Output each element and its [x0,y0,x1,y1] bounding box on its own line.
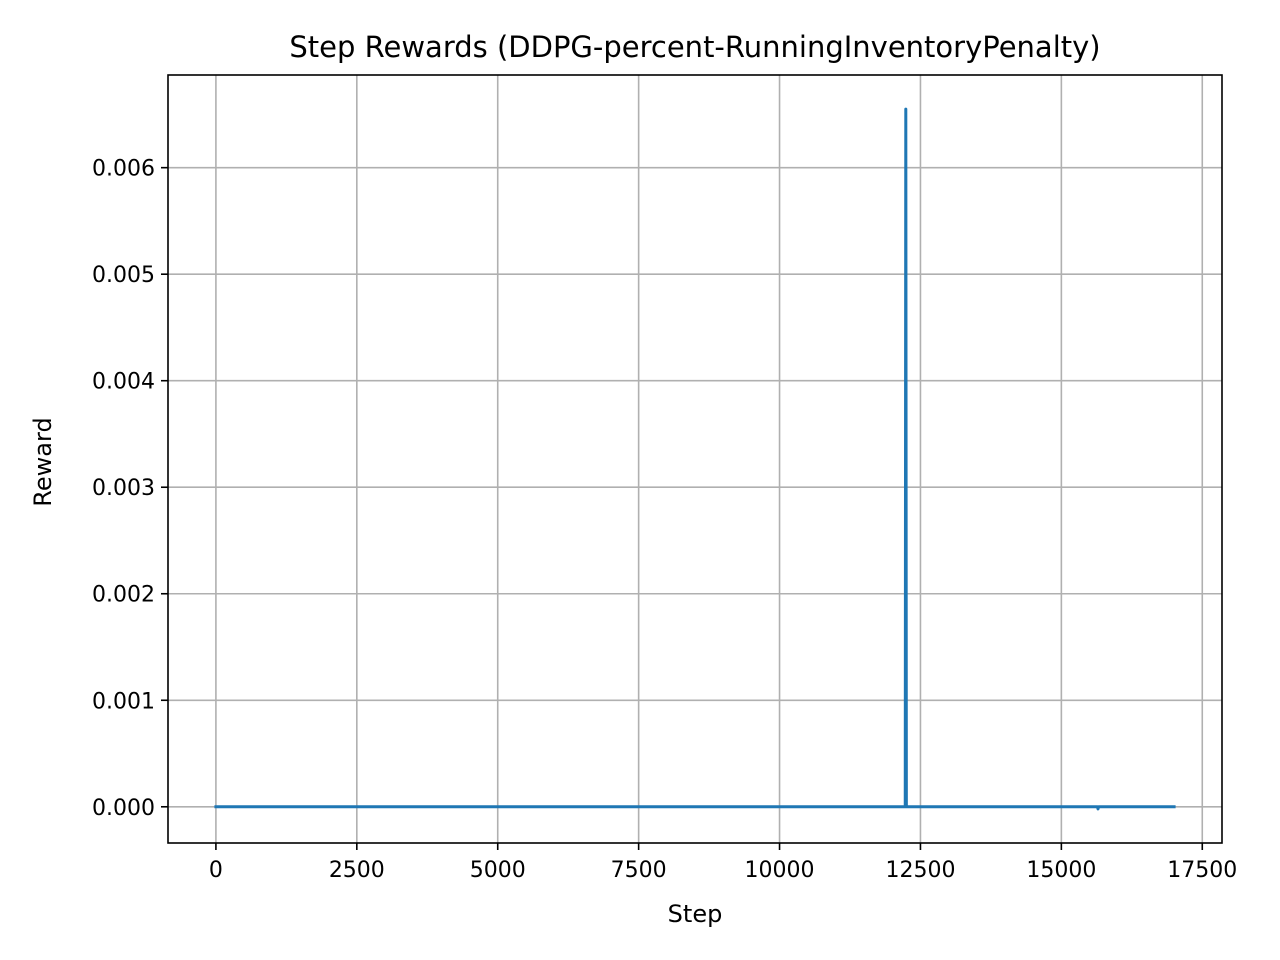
x-tick-label: 15000 [1026,858,1096,883]
plot-area-frame [167,74,1223,844]
x-tick-label: 12500 [885,858,955,883]
y-tick-label: 0.003 [92,476,155,501]
y-tick-label: 0.006 [92,157,155,182]
x-tick-label: 17500 [1167,858,1237,883]
y-tick-label: 0.000 [92,796,155,821]
grid [168,75,1222,843]
x-tick-label: 0 [209,858,223,883]
y-tick-label: 0.002 [92,583,155,608]
x-tick-label: 5000 [470,858,526,883]
ticks: 0 2500 5000 7500 10000 12500 15000 17500 0.000 0.… [92,157,1237,883]
chart-title: Step Rewards (DDPG-percent-RunningInvent… [289,30,1100,64]
y-axis-label: Reward [29,417,57,506]
series-layer [214,107,1176,811]
y-tick-label: 0.001 [92,689,155,714]
x-tick-label: 2500 [329,858,385,883]
x-axis-label: Step [668,900,723,928]
series-line [214,107,1176,811]
x-tick-label: 7500 [611,858,667,883]
y-tick-label: 0.004 [92,370,155,395]
y-tick-label: 0.005 [92,263,155,288]
x-tick-label: 10000 [745,858,815,883]
